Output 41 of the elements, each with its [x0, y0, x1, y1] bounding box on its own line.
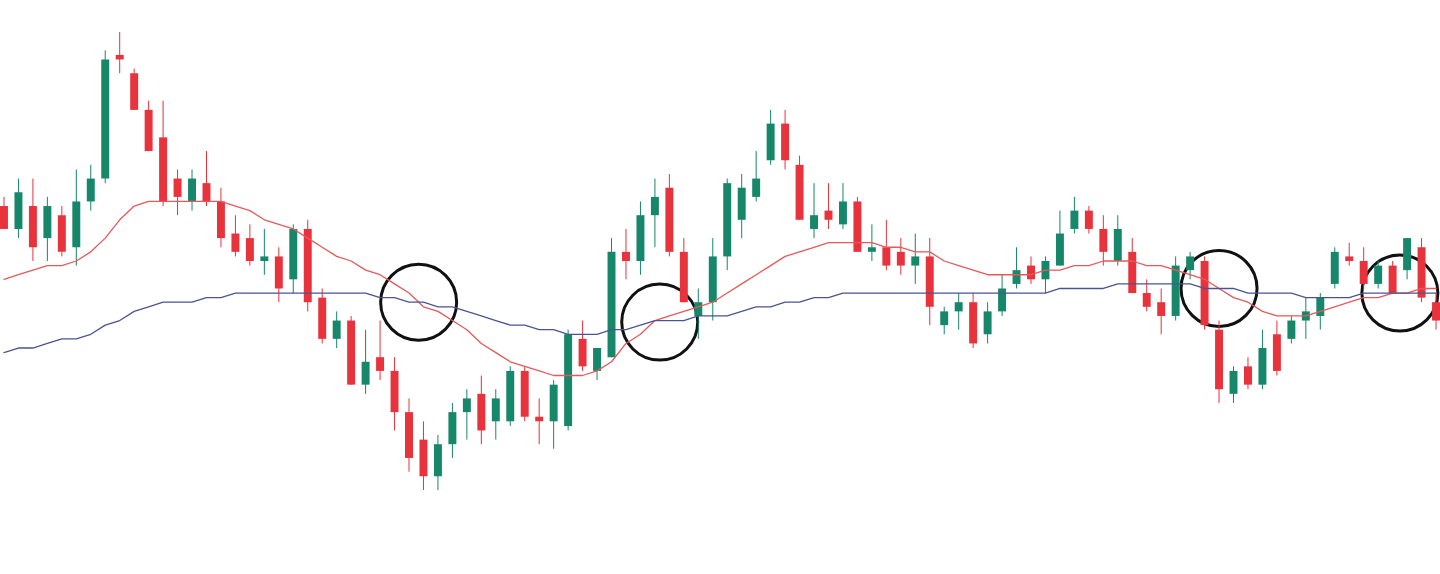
candlestick: [332, 310, 341, 349]
candlestick: [882, 219, 891, 271]
candlestick: [491, 388, 500, 441]
candlestick: [593, 347, 602, 381]
candlestick: [1359, 246, 1368, 289]
candlestick: [376, 320, 385, 381]
candlestick: [245, 223, 254, 267]
candlestick: [867, 223, 876, 262]
candlestick: [1157, 287, 1166, 335]
candlestick: [1070, 196, 1079, 235]
candlestick: [1345, 242, 1354, 267]
candlestick: [983, 301, 992, 344]
candlestick: [954, 292, 963, 331]
candlestick: [1432, 292, 1440, 331]
candlestick: [1099, 214, 1108, 267]
candlestick: [998, 274, 1007, 317]
candlestick: [173, 168, 182, 216]
candlestick: [1012, 246, 1021, 289]
candlestick: [1244, 356, 1252, 390]
candlestick: [0, 196, 8, 230]
candlestick: [838, 182, 847, 230]
candlestick: [622, 228, 630, 280]
candlestick: [810, 182, 818, 239]
candlestick: [650, 178, 659, 248]
candlestick: [1316, 292, 1325, 331]
candlestick: [188, 168, 196, 212]
candlestick: [1186, 251, 1195, 280]
candlestick: [231, 214, 240, 257]
candlestick: [361, 329, 370, 395]
candlestick: [260, 228, 269, 276]
candlestick: [1374, 260, 1383, 289]
candlestick: [1084, 205, 1093, 235]
candlestick: [896, 237, 905, 276]
candlestick: [940, 306, 949, 335]
candlestick: [752, 150, 761, 202]
candlestick: [1287, 315, 1296, 344]
candlestick: [462, 388, 471, 441]
candlestick: [1041, 255, 1050, 294]
candlestick: [911, 233, 920, 285]
candlestick: [86, 164, 95, 212]
candlestick: [1142, 278, 1151, 312]
